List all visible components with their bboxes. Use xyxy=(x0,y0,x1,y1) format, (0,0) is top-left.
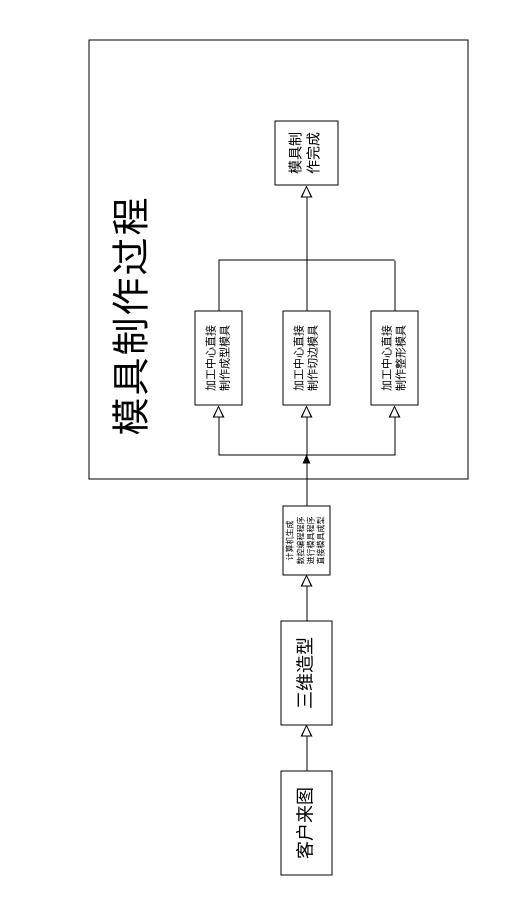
connector-line xyxy=(395,261,396,311)
node-mold-complete: 模具制 作完成 xyxy=(275,121,339,186)
diagram-title: 模具制作过程 xyxy=(101,195,156,435)
node-label: 三维造型 xyxy=(295,637,318,709)
node-label: 模具制 作完成 xyxy=(288,132,324,174)
node-label: 计算机生成 数控编程程序 进行模具程序 直接模具成型 xyxy=(286,517,328,565)
arrow xyxy=(307,727,308,771)
node-shaping-mold: 加工中心直接 制作整形模具 xyxy=(371,311,419,406)
arrow xyxy=(307,577,308,621)
node-cnc-program: 计算机生成 数控编程程序 进行模具程序 直接模具成型 xyxy=(283,506,331,576)
node-label: 加工中心直接 制作切边模具 xyxy=(292,325,321,391)
node-customer-drawing: 客户来图 xyxy=(281,771,333,876)
arrow xyxy=(307,408,308,428)
arrow xyxy=(219,408,220,428)
node-label: 加工中心直接 制作整形模具 xyxy=(380,325,409,391)
node-forming-mold: 加工中心直接 制作成型模具 xyxy=(195,311,243,406)
connector-line xyxy=(307,261,308,311)
node-label: 加工中心直接 制作成型模具 xyxy=(204,325,233,391)
node-label: 客户来图 xyxy=(295,787,318,859)
node-3d-modeling: 三维造型 xyxy=(281,621,333,726)
arrow xyxy=(307,188,308,208)
connector-line xyxy=(307,456,308,506)
node-cutting-mold: 加工中心直接 制作切边模具 xyxy=(283,311,331,406)
arrow xyxy=(395,408,396,428)
connector-line xyxy=(219,261,220,311)
